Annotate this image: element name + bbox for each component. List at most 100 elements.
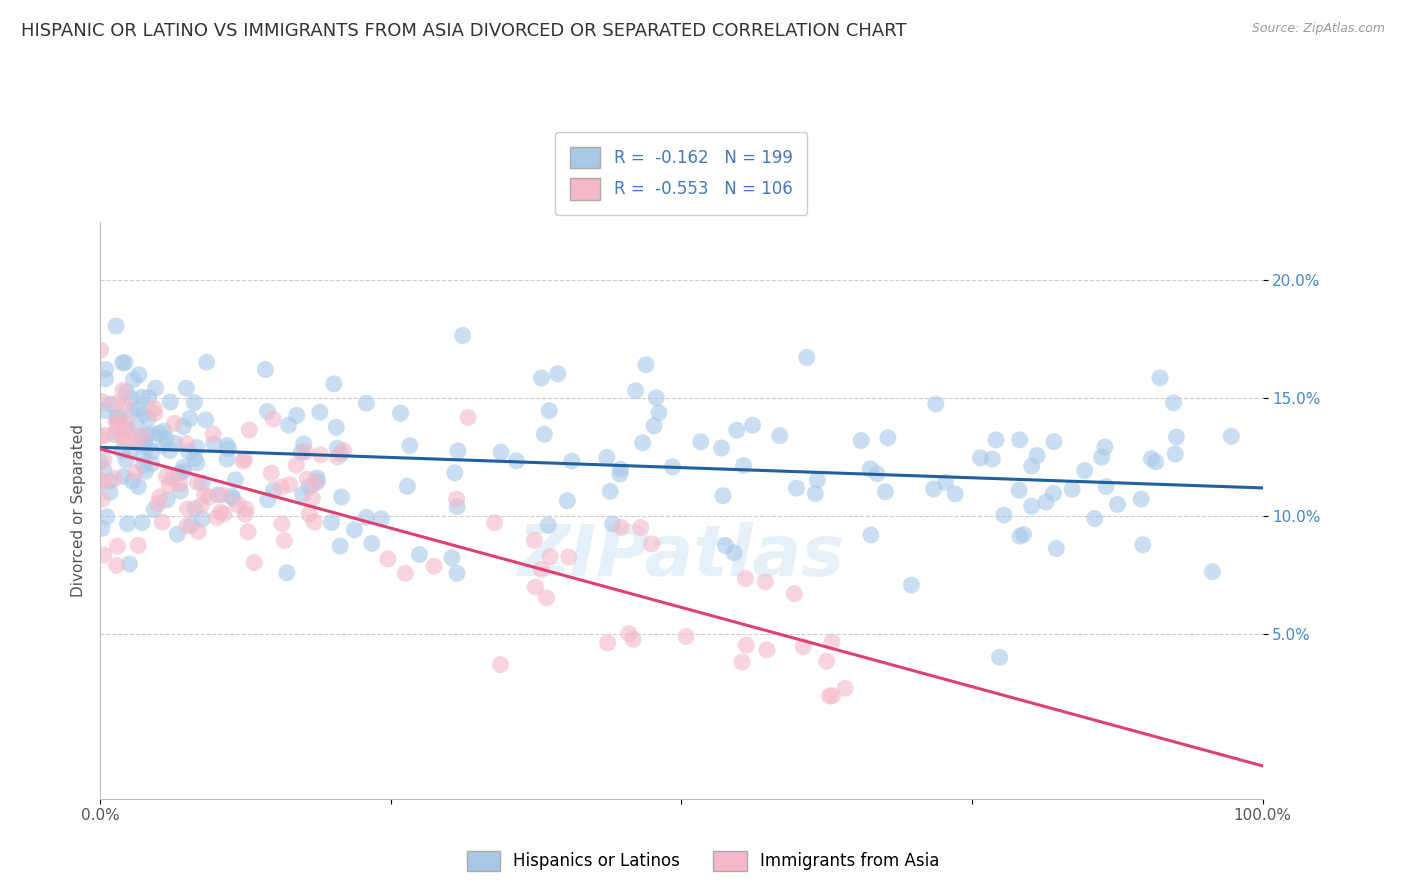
Point — [1084, 511, 1107, 525]
Point — [232, 454, 254, 468]
Point — [176, 381, 198, 395]
Point — [186, 456, 208, 470]
Point — [792, 640, 814, 654]
Point — [785, 481, 807, 495]
Point — [925, 397, 948, 411]
Point — [1074, 464, 1097, 478]
Point — [105, 319, 128, 334]
Point — [821, 689, 844, 703]
Point — [131, 516, 153, 530]
Point — [1045, 541, 1067, 556]
Point — [981, 452, 1004, 467]
Point — [834, 681, 856, 696]
Point — [1021, 458, 1043, 473]
Point — [110, 428, 132, 442]
Point — [297, 472, 319, 486]
Point — [446, 491, 468, 506]
Point — [1140, 451, 1163, 466]
Point — [138, 411, 160, 425]
Point — [1095, 480, 1118, 494]
Point — [396, 479, 419, 493]
Point — [194, 488, 217, 502]
Point — [524, 580, 547, 594]
Point — [624, 384, 647, 398]
Point — [447, 443, 470, 458]
Point — [602, 516, 624, 531]
Point — [143, 406, 166, 420]
Point — [89, 429, 111, 443]
Point — [134, 464, 156, 478]
Point — [307, 475, 329, 489]
Text: Source: ZipAtlas.com: Source: ZipAtlas.com — [1251, 22, 1385, 36]
Point — [186, 441, 208, 455]
Point — [710, 441, 733, 455]
Point — [291, 487, 314, 501]
Point — [1026, 449, 1049, 463]
Point — [643, 418, 665, 433]
Point — [1008, 483, 1031, 498]
Point — [536, 591, 558, 605]
Point — [215, 438, 238, 452]
Point — [263, 483, 285, 497]
Point — [276, 566, 298, 580]
Point — [159, 443, 181, 458]
Point — [121, 474, 143, 488]
Point — [149, 490, 172, 504]
Point — [1008, 433, 1031, 447]
Point — [505, 454, 527, 468]
Point — [172, 460, 194, 475]
Point — [270, 480, 292, 494]
Point — [96, 509, 118, 524]
Point — [1220, 429, 1243, 443]
Text: HISPANIC OR LATINO VS IMMIGRANTS FROM ASIA DIVORCED OR SEPARATED CORRELATION CHA: HISPANIC OR LATINO VS IMMIGRANTS FROM AS… — [21, 22, 907, 40]
Point — [183, 395, 205, 409]
Point — [115, 384, 138, 399]
Point — [555, 493, 578, 508]
Point — [215, 452, 238, 467]
Point — [290, 445, 312, 459]
Point — [90, 474, 112, 488]
Point — [243, 556, 266, 570]
Point — [138, 391, 160, 405]
Point — [169, 484, 191, 499]
Point — [104, 414, 127, 428]
Point — [423, 559, 446, 574]
Point — [1043, 434, 1066, 449]
Point — [294, 445, 316, 459]
Point — [117, 423, 139, 437]
Point — [806, 473, 828, 487]
Point — [321, 516, 343, 530]
Point — [183, 451, 205, 466]
Point — [155, 432, 177, 446]
Point — [755, 643, 778, 657]
Point — [285, 458, 308, 472]
Point — [108, 410, 131, 425]
Point — [195, 355, 218, 369]
Point — [90, 343, 112, 358]
Point — [343, 523, 366, 537]
Point — [169, 477, 191, 491]
Point — [111, 443, 134, 458]
Point — [94, 372, 117, 386]
Text: ZIPatlas: ZIPatlas — [517, 522, 845, 591]
Point — [304, 515, 326, 529]
Point — [457, 410, 479, 425]
Point — [609, 467, 631, 481]
Point — [202, 437, 225, 451]
Point — [141, 457, 163, 471]
Point — [877, 431, 900, 445]
Point — [558, 550, 581, 565]
Point — [150, 516, 173, 530]
Point — [143, 401, 166, 416]
Point — [235, 501, 257, 516]
Point — [769, 428, 792, 442]
Point — [148, 426, 170, 441]
Point — [169, 467, 191, 481]
Point — [273, 533, 295, 548]
Point — [1163, 396, 1185, 410]
Point — [191, 512, 214, 526]
Point — [1201, 565, 1223, 579]
Point — [859, 462, 882, 476]
Point — [648, 406, 671, 420]
Point — [141, 426, 163, 441]
